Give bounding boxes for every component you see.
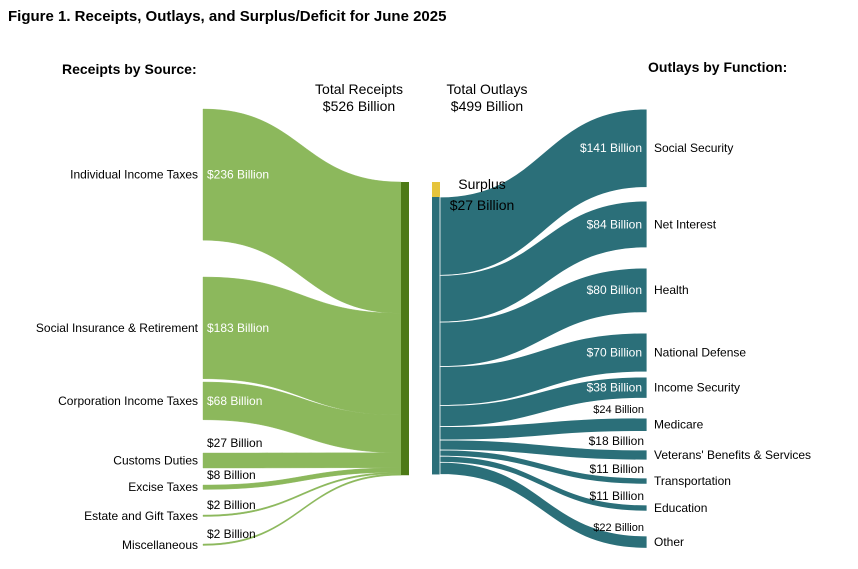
outlay-value-income-security: $38 Billion — [587, 381, 642, 395]
outlay-value-education: $11 Billion — [590, 489, 644, 503]
surplus-bar — [432, 182, 440, 198]
receipt-label-estate-and-gift-taxes: Estate and Gift Taxes — [84, 509, 198, 523]
outlay-label-education: Education — [654, 501, 707, 515]
receipt-value-individual-income-taxes: $236 Billion — [207, 168, 269, 182]
outlay-flow-health — [439, 267, 648, 367]
outlay-label-transportation: Transportation — [654, 474, 731, 488]
receipt-value-estate-and-gift-taxes: $2 Billion — [207, 498, 256, 512]
outlay-value-veterans-benefits-services: $18 Billion — [589, 434, 644, 448]
total-outlays-amount: $499 Billion — [451, 98, 523, 114]
total-receipts-label: Total Receipts — [315, 81, 403, 97]
outlay-label-other: Other — [654, 535, 684, 549]
outlay-flow-net-interest — [439, 200, 648, 323]
outlay-label-health: Health — [654, 283, 689, 297]
outlay-label-veterans-benefits-services: Veterans' Benefits & Services — [654, 448, 811, 462]
total-receipts-amount: $526 Billion — [323, 98, 395, 114]
outlay-value-health: $80 Billion — [587, 283, 642, 297]
figure-title: Figure 1. Receipts, Outlays, and Surplus… — [8, 8, 447, 25]
outlay-value-medicare: $24 Billion — [593, 404, 644, 416]
receipt-value-miscellaneous: $2 Billion — [207, 527, 256, 541]
total-receipts-bar — [401, 182, 409, 476]
outlay-flow-veterans-benefits-services — [439, 439, 648, 461]
outlay-flow-transportation — [439, 449, 648, 485]
outlay-flow-income-security — [439, 376, 648, 428]
receipt-value-corporation-income-taxes: $68 Billion — [207, 394, 262, 408]
receipt-value-customs-duties: $27 Billion — [207, 436, 262, 450]
outlay-label-net-interest: Net Interest — [654, 217, 717, 231]
outlay-flow-other — [439, 461, 648, 549]
outlay-label-social-security: Social Security — [654, 141, 733, 155]
outlay-label-medicare: Medicare — [654, 418, 704, 432]
receipt-value-social-insurance-retirement: $183 Billion — [207, 321, 269, 335]
outlay-value-transportation: $11 Billion — [590, 462, 644, 476]
surplus-label: Surplus — [458, 176, 505, 192]
outlay-label-national-defense: National Defense — [654, 345, 746, 359]
total-outlays-bar — [432, 197, 440, 475]
outlay-value-net-interest: $84 Billion — [587, 217, 642, 231]
receipt-label-customs-duties: Customs Duties — [113, 454, 198, 468]
receipt-label-individual-income-taxes: Individual Income Taxes — [70, 168, 198, 182]
outlay-flow-national-defense — [439, 332, 648, 406]
outlay-value-social-security: $141 Billion — [580, 141, 642, 155]
outlays-heading: Outlays by Function: — [648, 59, 787, 75]
outlay-value-other: $22 Billion — [593, 522, 644, 534]
total-outlays-label: Total Outlays — [447, 81, 528, 97]
surplus-amount: $27 Billion — [450, 197, 515, 213]
outlay-flow-medicare — [439, 417, 648, 441]
receipts-heading: Receipts by Source: — [62, 61, 197, 77]
receipt-label-miscellaneous: Miscellaneous — [122, 538, 198, 552]
receipt-label-corporation-income-taxes: Corporation Income Taxes — [58, 394, 198, 408]
outlay-label-income-security: Income Security — [654, 381, 740, 395]
receipt-value-excise-taxes: $8 Billion — [207, 468, 256, 482]
receipt-label-excise-taxes: Excise Taxes — [128, 480, 198, 494]
outlay-flow-social-security — [439, 108, 648, 276]
outlay-value-national-defense: $70 Billion — [587, 345, 642, 359]
outlay-flow-education — [439, 455, 648, 512]
receipt-label-social-insurance-retirement: Social Insurance & Retirement — [36, 321, 199, 335]
receipt-flow-customs-duties — [202, 452, 402, 469]
